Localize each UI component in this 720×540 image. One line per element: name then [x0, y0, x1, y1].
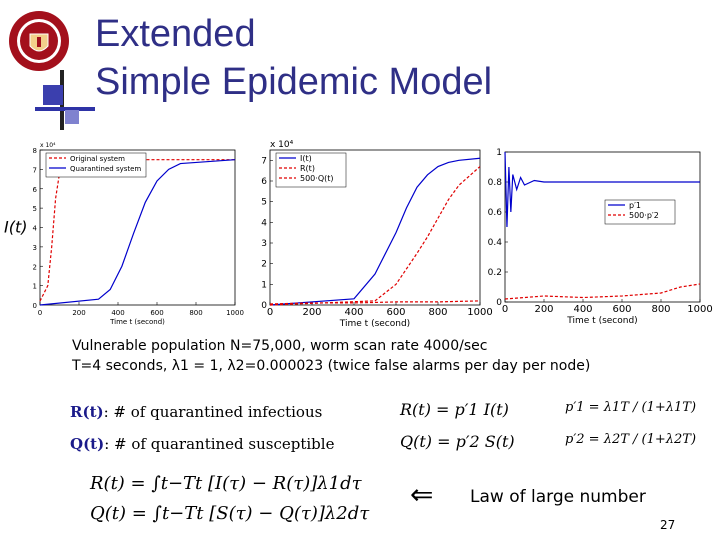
equation-r-integral: R(t) = ∫t−Tt [I(τ) − R(τ)]λ1dτ — [90, 473, 362, 494]
equation-p2: p′2 = λ2T / (1+λ2T) — [565, 432, 697, 447]
legend-label-0: p′1 — [629, 201, 641, 210]
y-tick-label: 0 — [496, 298, 502, 308]
series-line-1 — [39, 159, 236, 306]
x-axis-label: Time t (second) — [566, 316, 637, 326]
slide-title-line2: Simple Epidemic Model — [95, 61, 493, 103]
y-exponent-label: x 10⁴ — [270, 140, 294, 150]
y-axis-label: I(t) — [4, 218, 27, 237]
y-tick-label: 6 — [33, 186, 38, 194]
y-tick-label: 2 — [261, 260, 267, 270]
x-tick-label: 0 — [502, 304, 508, 315]
x-tick-label: 0 — [267, 307, 273, 318]
y-tick-label: 1 — [496, 148, 502, 158]
law-text: Law of large number — [470, 487, 646, 507]
params-line1: Vulnerable population N=75,000, worm sca… — [72, 338, 488, 354]
y-tick-label: 4 — [261, 218, 267, 228]
x-tick-label: 1000 — [226, 309, 244, 317]
y-tick-label: 0 — [33, 302, 37, 310]
decor-square-dark — [43, 85, 63, 105]
chart-quarantine-states: 0 200 400 600 800 1000 0 1 2 3 4 5 6 7 Time t (second)… — [261, 140, 492, 329]
decor-square-light — [65, 110, 79, 124]
y-tick-label: 8 — [33, 147, 37, 155]
series-line-0 — [269, 157, 481, 306]
slide-title-line1: Extended — [95, 13, 256, 55]
y-tick-label: 6 — [261, 177, 267, 187]
equation-r: R(t) = p′1 I(t) — [400, 400, 509, 419]
legend-box — [275, 152, 347, 188]
x-tick-label: 800 — [428, 307, 447, 318]
y-tick-label: 5 — [261, 198, 267, 208]
equation-p1: p′1 = λ1T / (1+λ1T) — [565, 400, 697, 415]
legend-label-1: R(t) — [300, 164, 315, 173]
y-tick-label: 2 — [33, 263, 37, 271]
y-tick-label: 0.8 — [488, 178, 503, 188]
y-tick-label: 7 — [261, 156, 267, 166]
definition-r-label: R(t) — [70, 403, 104, 421]
x-tick-label: 1000 — [687, 304, 712, 315]
series-line-0 — [504, 151, 700, 228]
x-tick-label: 200 — [72, 309, 85, 317]
y-tick-label: 1 — [261, 280, 267, 290]
x-tick-label: 600 — [386, 307, 405, 318]
x-tick-label: 1000 — [467, 307, 492, 318]
page-number: 27 — [660, 518, 676, 532]
y-tick-label: 3 — [33, 244, 37, 252]
y-tick-label: 0 — [261, 301, 267, 311]
university-seal-logo — [9, 11, 69, 71]
y-tick-label: 0.6 — [488, 208, 503, 218]
decor-horizontal-bar — [35, 107, 95, 111]
y-tick-label: 1 — [33, 283, 37, 291]
chart-infection-comparison: 0 200 400 600 800 1000 0 1 2 3 4 5 6 7 8 Time t (second… — [4, 142, 244, 326]
series-line-1 — [504, 283, 701, 300]
definition-q-label: Q(t) — [70, 435, 105, 453]
plot-frame — [504, 151, 701, 303]
definition-r-text: : # of quarantined infectious — [103, 403, 323, 421]
definition-r: R(t): # of quarantined infectious — [70, 403, 322, 421]
x-tick-label: 600 — [150, 309, 163, 317]
legend-label-0: I(t) — [300, 154, 312, 163]
series-line-2 — [269, 300, 481, 305]
definition-q-text: : # of quarantined susceptible — [104, 435, 335, 453]
x-tick-label: 200 — [302, 307, 321, 318]
legend-box — [45, 152, 147, 178]
y-tick-label: 7 — [33, 166, 37, 174]
x-axis-label: Time t (second) — [109, 318, 165, 326]
y-tick-label: 5 — [33, 205, 37, 213]
legend-label-1: Quarantined system — [70, 165, 141, 173]
chart-quarantine-probabilities: 0 200 400 600 800 1000 0 0.2 0.4 0.6 0.8 1 Time t (s… — [488, 148, 713, 326]
y-tick-label: 3 — [261, 239, 267, 249]
x-tick-label: 800 — [189, 309, 202, 317]
implies-arrow: ⇐ — [410, 478, 434, 511]
y-exponent-label: x 10⁴ — [40, 142, 56, 149]
x-tick-label: 400 — [344, 307, 363, 318]
equation-q-integral: Q(t) = ∫t−Tt [S(τ) − Q(τ)]λ2dτ — [90, 503, 370, 524]
x-tick-label: 200 — [534, 304, 553, 315]
legend-label-1: 500·p′2 — [629, 211, 659, 220]
legend-label-0: Original system — [70, 155, 125, 163]
y-tick-label: 0.4 — [488, 238, 503, 248]
y-tick-label: 4 — [33, 225, 38, 233]
x-axis-label: Time t (second) — [339, 319, 410, 329]
legend-box — [604, 199, 676, 225]
x-tick-label: 400 — [573, 304, 592, 315]
x-tick-label: 600 — [612, 304, 631, 315]
y-tick-label: 0.2 — [488, 268, 502, 278]
equation-q: Q(t) = p′2 S(t) — [400, 432, 515, 451]
legend-label-2: 500·Q(t) — [300, 174, 334, 183]
definition-q: Q(t): # of quarantined susceptible — [70, 435, 334, 453]
x-tick-label: 400 — [111, 309, 124, 317]
x-tick-label: 0 — [38, 309, 42, 317]
x-tick-label: 800 — [651, 304, 670, 315]
params-line2: T=4 seconds, λ1 = 1, λ2=0.000023 (twice … — [72, 358, 591, 374]
